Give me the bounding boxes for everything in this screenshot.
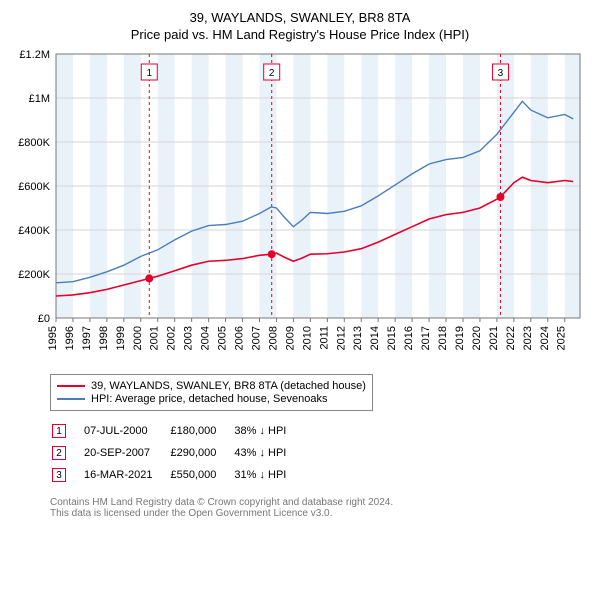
- legend-item: HPI: Average price, detached house, Seve…: [57, 393, 366, 405]
- svg-text:£0: £0: [38, 313, 50, 325]
- event-row: 3 16-MAR-2021£550,00031% ↓ HPI: [52, 465, 302, 485]
- svg-text:2021: 2021: [488, 326, 500, 350]
- attribution-footer: Contains HM Land Registry data © Crown c…: [50, 497, 590, 519]
- svg-text:2002: 2002: [166, 326, 178, 350]
- svg-text:2020: 2020: [471, 326, 483, 350]
- chart-title: 39, WAYLANDS, SWANLEY, BR8 8TA: [10, 10, 590, 25]
- svg-text:1: 1: [146, 68, 152, 79]
- chart-subtitle: Price paid vs. HM Land Registry's House …: [10, 27, 590, 42]
- svg-text:2012: 2012: [335, 326, 347, 350]
- event-price: £180,000: [170, 421, 232, 441]
- event-date: 20-SEP-2007: [84, 443, 168, 463]
- svg-text:1998: 1998: [98, 326, 110, 350]
- svg-text:2019: 2019: [454, 326, 466, 350]
- svg-text:1996: 1996: [64, 326, 76, 350]
- event-marker-icon: 2: [52, 446, 66, 460]
- footer-line-2: This data is licensed under the Open Gov…: [50, 508, 590, 519]
- chart-area: £0 £200K £400K £600K £800K £1M £1.2M 1995 1996 19…: [10, 48, 590, 368]
- svg-text:1997: 1997: [81, 326, 93, 350]
- svg-text:2023: 2023: [522, 326, 534, 350]
- legend-swatch: [57, 385, 85, 387]
- event-price: £290,000: [170, 443, 232, 463]
- svg-text:2009: 2009: [284, 326, 296, 350]
- event-date: 16-MAR-2021: [84, 465, 168, 485]
- footer-line-1: Contains HM Land Registry data © Crown c…: [50, 497, 590, 508]
- event-row: 2 20-SEP-2007£290,00043% ↓ HPI: [52, 443, 302, 463]
- svg-text:2024: 2024: [539, 326, 551, 350]
- legend: 39, WAYLANDS, SWANLEY, BR8 8TA (detached…: [50, 374, 373, 411]
- svg-text:2018: 2018: [437, 326, 449, 350]
- event-marker-icon: 3: [52, 468, 66, 482]
- svg-text:2010: 2010: [301, 326, 313, 350]
- event-price: £550,000: [170, 465, 232, 485]
- svg-text:3: 3: [498, 68, 504, 79]
- svg-text:2004: 2004: [200, 326, 212, 350]
- svg-text:£800K: £800K: [18, 137, 50, 149]
- svg-text:2011: 2011: [318, 326, 330, 350]
- event-date: 07-JUL-2000: [84, 421, 168, 441]
- event-marker-icon: 1: [52, 424, 66, 438]
- svg-text:2025: 2025: [556, 326, 568, 350]
- svg-text:2006: 2006: [234, 326, 246, 350]
- svg-text:1995: 1995: [47, 326, 59, 350]
- events-table: 1 07-JUL-2000£180,00038% ↓ HPI 2 20-SEP-200…: [50, 419, 304, 487]
- svg-text:2016: 2016: [403, 326, 415, 350]
- svg-text:£400K: £400K: [18, 225, 50, 237]
- svg-text:£1M: £1M: [29, 93, 50, 105]
- event-delta: 43% ↓ HPI: [234, 443, 302, 463]
- svg-text:2008: 2008: [267, 326, 279, 350]
- svg-text:2: 2: [269, 68, 275, 79]
- svg-text:2007: 2007: [250, 326, 262, 350]
- event-delta: 31% ↓ HPI: [234, 465, 302, 485]
- svg-text:2005: 2005: [217, 326, 229, 350]
- svg-text:£1.2M: £1.2M: [19, 49, 50, 61]
- svg-text:2014: 2014: [369, 326, 381, 350]
- svg-text:£200K: £200K: [18, 269, 50, 281]
- svg-text:1999: 1999: [115, 326, 127, 350]
- line-chart: £0 £200K £400K £600K £800K £1M £1.2M 1995 1996 19…: [10, 48, 590, 368]
- legend-item: 39, WAYLANDS, SWANLEY, BR8 8TA (detached…: [57, 380, 366, 392]
- legend-label: HPI: Average price, detached house, Seve…: [91, 393, 327, 405]
- svg-text:2015: 2015: [386, 326, 398, 350]
- svg-text:2000: 2000: [132, 326, 144, 350]
- svg-text:2017: 2017: [420, 326, 432, 350]
- svg-text:2003: 2003: [183, 326, 195, 350]
- svg-text:£600K: £600K: [18, 181, 50, 193]
- svg-text:2001: 2001: [149, 326, 161, 350]
- legend-swatch: [57, 398, 85, 400]
- event-delta: 38% ↓ HPI: [234, 421, 302, 441]
- legend-label: 39, WAYLANDS, SWANLEY, BR8 8TA (detached…: [91, 380, 366, 392]
- event-row: 1 07-JUL-2000£180,00038% ↓ HPI: [52, 421, 302, 441]
- svg-text:2013: 2013: [352, 326, 364, 350]
- svg-text:2022: 2022: [505, 326, 517, 350]
